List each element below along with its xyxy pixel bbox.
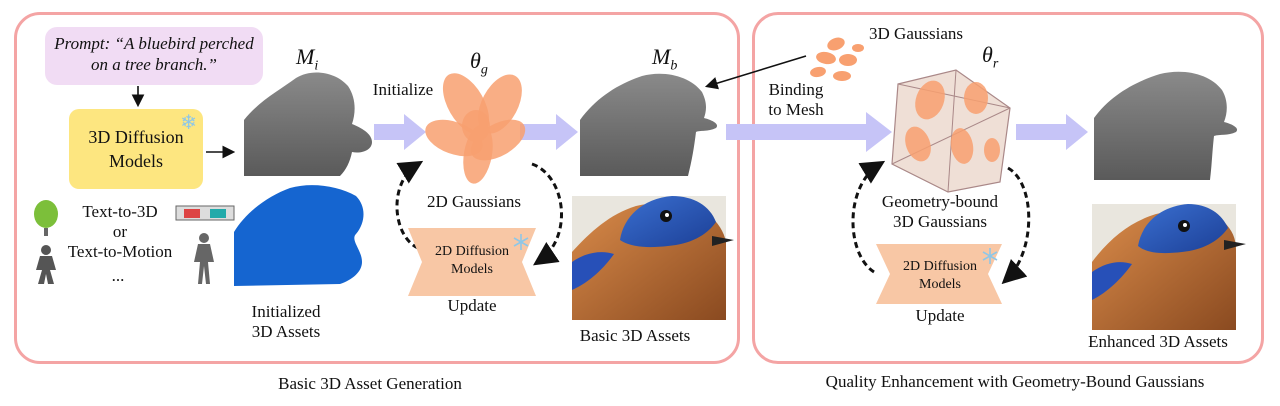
gaussians-3d-label: 3D Gaussians	[869, 24, 963, 43]
basic-generation-caption: Basic 3D Asset Generation	[278, 374, 462, 393]
gaussians-2d	[425, 73, 526, 184]
quality-enhancement-caption: Quality Enhancement with Geometry-Bound …	[825, 372, 1205, 391]
basic-mesh	[580, 73, 718, 176]
diffusion3d-line-2: Models	[109, 151, 163, 171]
prompt-line-1: Prompt: “A bluebird perched	[54, 34, 254, 53]
initialized-assets-line-1: Initialized	[251, 302, 321, 321]
diffusion2d-bowtie-left	[408, 228, 536, 296]
basic-generation-panel	[14, 12, 740, 364]
geometry-bound-line-1: Geometry-bound	[881, 192, 999, 211]
prompt-box: Prompt: “A bluebird perched on a tree br…	[45, 27, 263, 85]
snowflake-icon: ❄	[180, 112, 197, 134]
diffusion2d-right-line-1: 2D Diffusion	[902, 259, 978, 274]
snowflake-icon	[982, 248, 998, 264]
initialize-label: Initialize	[372, 80, 434, 99]
update-label-right: Update	[915, 306, 965, 325]
snowflake-icon	[513, 234, 529, 250]
gaussians-3d-blobs	[810, 37, 864, 81]
input-type-or: or	[112, 222, 128, 241]
initialized-assets-line-2: 3D Assets	[251, 322, 321, 341]
flow-arrows	[374, 112, 1088, 152]
mesh-init-symbol: Mi	[296, 44, 319, 74]
input-type-text-to-3d: Text-to-3D	[82, 202, 158, 221]
chair-icon	[34, 200, 58, 236]
initialized-mask	[234, 185, 364, 286]
enhanced-mesh	[1094, 71, 1238, 180]
mannequin-icon	[194, 233, 214, 284]
update-loop-left-down	[531, 162, 563, 266]
input-type-text-to-motion: Text-to-Motion	[67, 242, 173, 261]
update-loop-right-down	[1001, 166, 1031, 285]
diffusion2d-left-line-1: 2D Diffusion	[434, 244, 510, 259]
diffusion3d-line-1: 3D Diffusion	[88, 127, 184, 147]
mesh-basic-symbol: Mb	[652, 44, 678, 74]
enhanced-bird-image	[1092, 204, 1246, 330]
flow-arrow-initialize	[374, 114, 426, 150]
theta-r-symbol: θr	[982, 42, 999, 72]
diffusion3d-box: 3D Diffusion Models ❄	[69, 109, 203, 189]
flow-arrow-to-enhanced-mesh	[1016, 114, 1088, 150]
diffusion2d-bowtie-right	[876, 244, 1002, 304]
binding-line-2: to Mesh	[768, 100, 824, 119]
theta-g-symbol: θg	[470, 48, 488, 78]
binding-line-1: Binding	[768, 80, 824, 99]
3d-glasses-icon	[175, 205, 235, 221]
geometry-bound-gaussians	[891, 69, 1011, 193]
quality-enhancement-panel	[752, 12, 1264, 364]
flow-arrow-to-enhancement	[726, 112, 892, 152]
diffusion2d-right-line-2: Models	[919, 277, 961, 292]
enhanced-assets-label: Enhanced 3D Assets	[1088, 332, 1228, 351]
gaussians-to-binding-arrow	[704, 55, 807, 90]
flow-arrow-to-basic-mesh	[520, 114, 578, 150]
diffusion2d-left-line-2: Models	[451, 262, 493, 277]
initialized-mesh	[244, 72, 372, 176]
prompt-line-2: on a tree branch.”	[91, 55, 217, 74]
gaussians-2d-label: 2D Gaussians	[427, 192, 521, 211]
update-label-left: Update	[447, 296, 497, 315]
geometry-bound-line-2: 3D Gaussians	[893, 212, 987, 231]
update-loop-right-up	[851, 160, 886, 274]
person-icon	[36, 245, 56, 284]
basic-bird-image	[572, 196, 734, 320]
basic-assets-label: Basic 3D Assets	[579, 326, 691, 345]
input-type-ellipsis: ...	[111, 266, 125, 285]
